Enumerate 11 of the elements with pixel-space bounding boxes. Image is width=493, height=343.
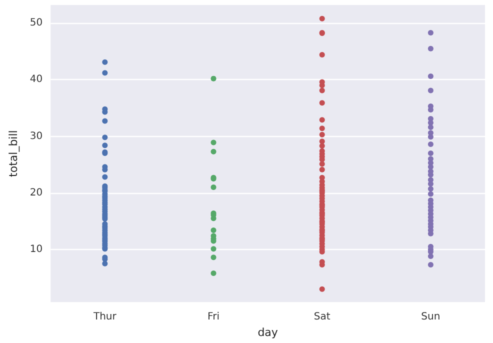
x-tick-label: Thur (92, 312, 118, 323)
y-tick-label: 20 (30, 187, 43, 198)
y-tick-label: 40 (30, 74, 43, 86)
x-axis-title: day (258, 326, 278, 339)
y-tick-label: 30 (30, 130, 43, 142)
x-tick-label: Sun (421, 312, 440, 323)
y-tick-label: 50 (30, 18, 43, 29)
y-axis-title: total_bill (7, 130, 20, 177)
x-tick-label: Fri (208, 312, 220, 323)
x-tick-label: Sat (314, 312, 330, 323)
y-tick-label: 10 (30, 244, 43, 255)
